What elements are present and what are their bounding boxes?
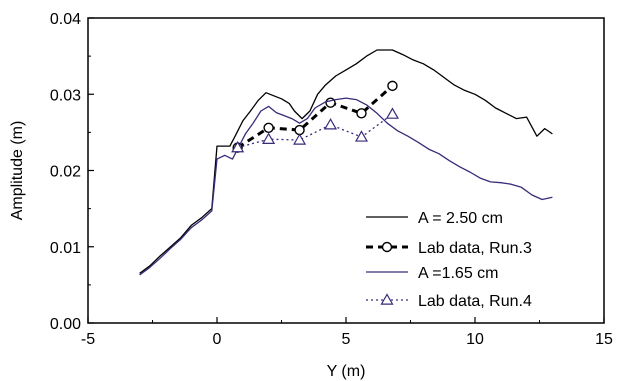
legend-label: Lab data, Run.4 [418,293,532,310]
x-tick-label: 0 [213,331,222,348]
legend-label: A =1.65 cm [418,265,499,282]
legend-item: A = 2.50 cm [366,210,503,227]
x-tick-label: 5 [342,331,351,348]
data-point [293,133,307,145]
y-axis-title: Amplitude (m) [9,121,26,221]
y-tick-label: 0.02 [50,164,81,181]
series-line [237,113,393,149]
series-line [139,49,553,274]
legend: A = 2.50 cm Lab data, Run.3 A =1.65 cm Lab … [366,210,532,310]
data-point [323,118,338,130]
x-axis-ticks: -5 0 5 10 15 [81,317,613,348]
legend-label: A = 2.50 cm [418,210,503,227]
y-axis-ticks: 0.00 0.01 0.02 0.03 0.04 [50,11,94,333]
x-tick-label: 15 [595,331,613,348]
series-4 [231,107,399,153]
series-1 [139,49,553,274]
plot-area [87,17,605,324]
x-axis-title: Y (m) [327,363,366,380]
series-line [139,97,553,276]
data-point [387,80,398,92]
series-3 [139,97,553,276]
legend-marker [380,293,394,305]
data-point [385,107,399,119]
data-point [231,140,245,153]
x-tick-label: 10 [466,331,484,348]
series-layer [139,49,553,276]
data-point [294,124,305,136]
data-point [263,122,274,134]
data-point [262,132,276,144]
legend-item: A =1.65 cm [366,265,499,282]
y-tick-label: 0.03 [50,87,81,104]
legend-marker [381,241,393,253]
plot-frame [87,17,605,324]
x-tick-label: -5 [81,331,95,348]
legend-item: Lab data, Run.4 [366,293,532,310]
legend-item: Lab data, Run.3 [366,240,532,257]
series-line [236,84,394,149]
data-point [354,130,369,142]
data-point [356,108,367,119]
y-tick-label: 0.04 [50,11,81,28]
y-tick-label: 0.01 [50,240,81,257]
y-tick-label: 0.00 [50,316,81,333]
legend-label: Lab data, Run.3 [418,240,532,257]
